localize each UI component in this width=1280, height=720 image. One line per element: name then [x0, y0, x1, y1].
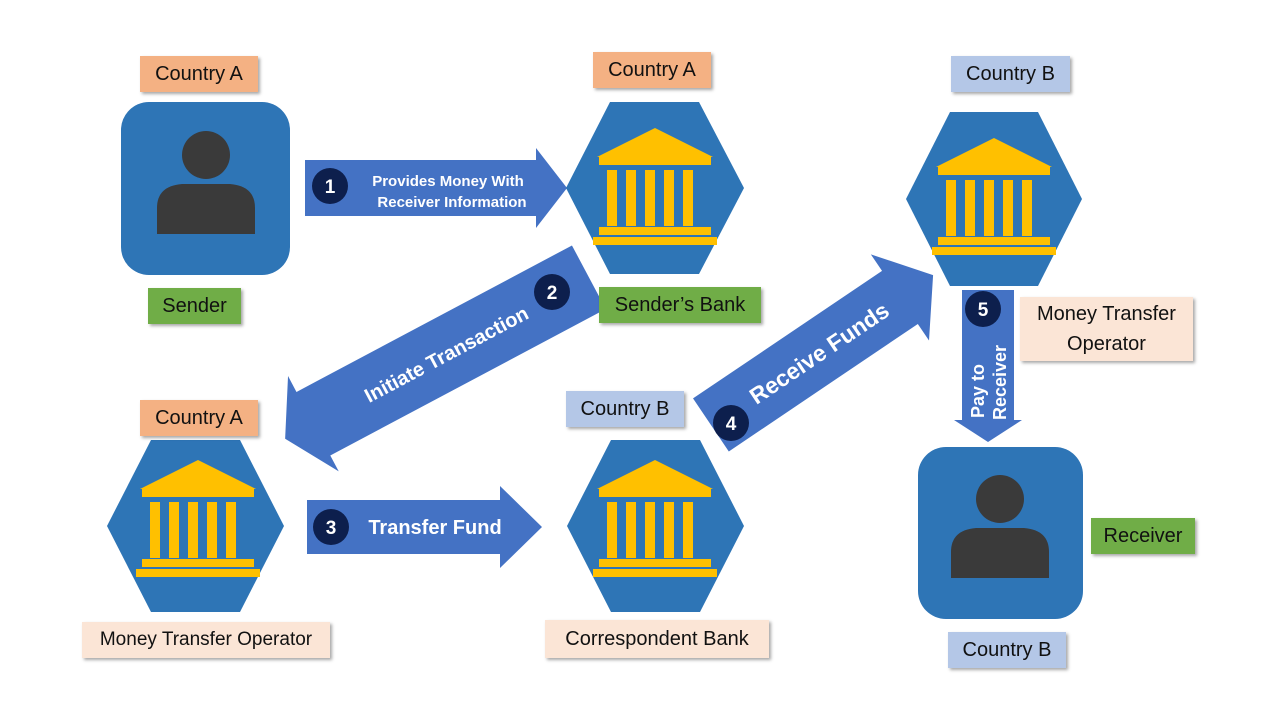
step-3-badge: 3 [313, 509, 349, 545]
senders-bank-node [566, 102, 744, 274]
receiver-mto-role-label: Money Transfer Operator [1020, 297, 1193, 361]
receiver-mto-node [906, 112, 1082, 286]
step-1-label-line1: Provides Money With [372, 173, 524, 190]
step-1-number: 1 [325, 177, 336, 198]
step-2-badge: 2 [534, 274, 570, 310]
step-1-arrow: Provides Money With Receiver Information [305, 148, 567, 228]
step-3-arrow: Transfer Fund [307, 486, 542, 568]
step-5-arrow: Pay to Receiver [954, 290, 1022, 442]
senders-bank-country-label: Country A [593, 52, 711, 88]
correspondent-bank-country-label: Country B [566, 391, 684, 427]
step-2-number: 2 [547, 283, 558, 304]
step-4-badge: 4 [713, 405, 749, 441]
mto-country-a-country-label: Country A [140, 400, 258, 436]
step-5-label-line2: Receiver [990, 345, 1010, 420]
mto-country-a-role-label: Money Transfer Operator [82, 622, 330, 658]
sender-node [121, 102, 290, 275]
mto-country-a-node [107, 440, 284, 612]
sender-role-label: Sender [148, 288, 241, 324]
step-5-badge: 5 [965, 291, 1001, 327]
step-4-number: 4 [726, 414, 737, 435]
step-3-label: Transfer Fund [368, 517, 501, 539]
correspondent-bank-role-label: Correspondent Bank [545, 620, 769, 658]
step-5-label-line1: Pay to [968, 364, 988, 418]
receiver-mto-country-label: Country B [951, 56, 1070, 92]
step-2-arrow: Initiate Transaction [285, 245, 606, 472]
receiver-node [918, 447, 1083, 619]
sender-country-label: Country A [140, 56, 258, 92]
senders-bank-role-label: Sender’s Bank [599, 287, 761, 323]
receiver-country-label: Country B [948, 632, 1066, 668]
step-3-number: 3 [326, 518, 337, 539]
receiver-mto-role-line2: Operator [1067, 333, 1146, 355]
step-5-number: 5 [978, 300, 989, 321]
receiver-mto-role-line1: Money Transfer [1037, 303, 1176, 325]
step-1-badge: 1 [312, 168, 348, 204]
correspondent-bank-node [567, 440, 744, 612]
step-1-label-line2: Receiver Information [377, 194, 526, 211]
receiver-role-label: Receiver [1091, 518, 1195, 554]
